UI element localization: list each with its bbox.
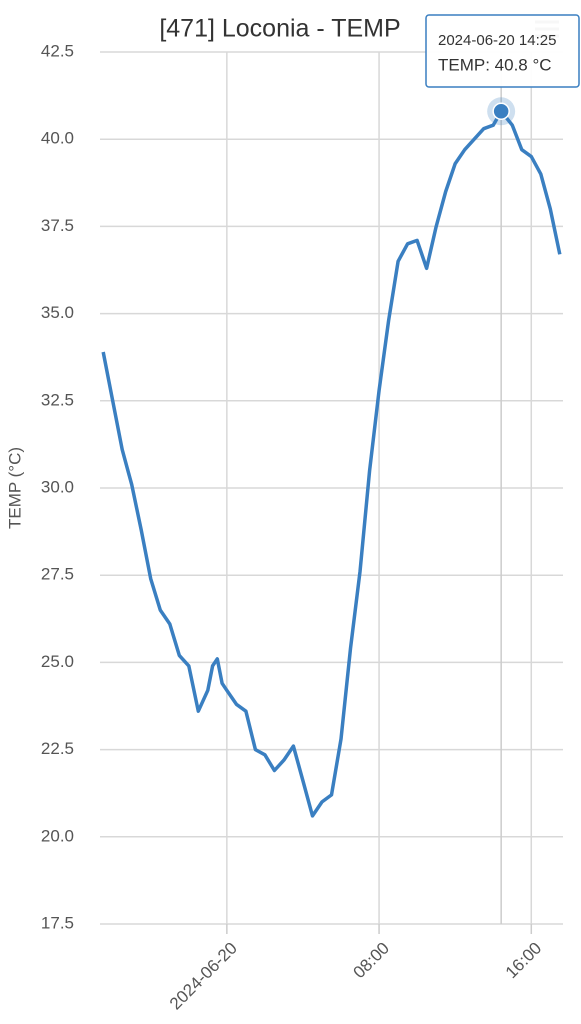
tooltip-date: 2024-06-20 14:25: [438, 32, 556, 49]
line-series: [101, 109, 562, 818]
x-tick-label: 08:00: [350, 939, 394, 983]
y-tick-label: 30.0: [41, 477, 74, 496]
y-tick-label: 37.5: [41, 216, 74, 235]
hover-marker: [492, 102, 510, 121]
y-tick-label: 42.5: [41, 41, 74, 60]
y-tick-label: 22.5: [41, 739, 74, 758]
tooltip-value: TEMP: 40.8 °C: [438, 55, 552, 74]
y-tick-label: 20.0: [41, 826, 74, 845]
x-tick-label: 16:00: [502, 939, 546, 983]
chart-title: [471] Loconia - TEMP: [159, 15, 400, 43]
y-tick-label: 40.0: [41, 129, 74, 148]
y-tick-label: 27.5: [41, 565, 74, 584]
y-tick-label: 35.0: [41, 303, 74, 322]
grid: [100, 51, 563, 925]
tooltip-box: [425, 14, 580, 88]
x-tick-label: 2024-06-20: [166, 939, 241, 1014]
y-axis-title: TEMP (°C): [5, 447, 24, 529]
y-tick-label: 17.5: [41, 913, 74, 932]
tooltip: 2024-06-20 14:25 TEMP: 40.8 °C: [425, 14, 580, 88]
y-tick-label: 32.5: [41, 390, 74, 409]
y-tick-label: 25.0: [41, 652, 74, 671]
